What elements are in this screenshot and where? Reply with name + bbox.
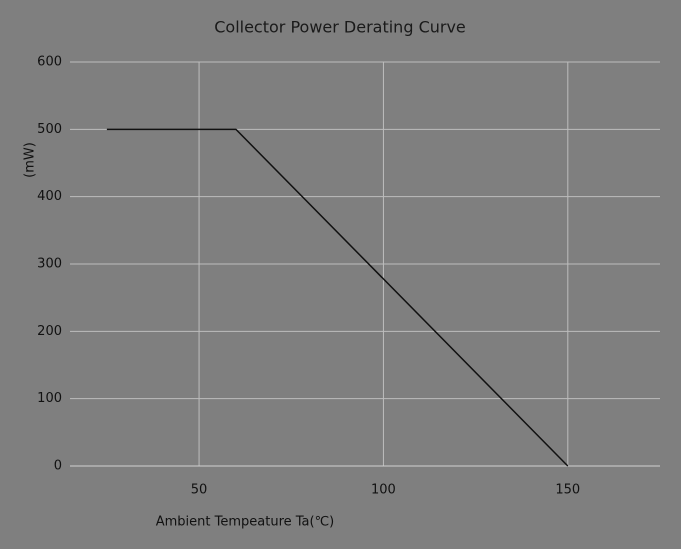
x-tick-label: 150 [555,483,580,498]
x-tick-label: 50 [191,483,208,498]
series-line [106,128,569,467]
y-tick-label: 300 [37,257,62,272]
x-axis-label: Ambient Tempeature Ta(℃) [156,515,335,530]
y-axis-label: (mW) [23,142,38,178]
y-tick-label: 500 [37,122,62,137]
y-tick-label: 100 [37,391,62,406]
y-tick-label: 200 [37,324,62,339]
y-tick-label: 600 [37,55,62,70]
y-tick-label: 400 [37,189,62,204]
y-tick-label: 0 [54,459,62,474]
x-tick-label: 100 [371,483,396,498]
chart-title: Collector Power Derating Curve [214,18,466,37]
